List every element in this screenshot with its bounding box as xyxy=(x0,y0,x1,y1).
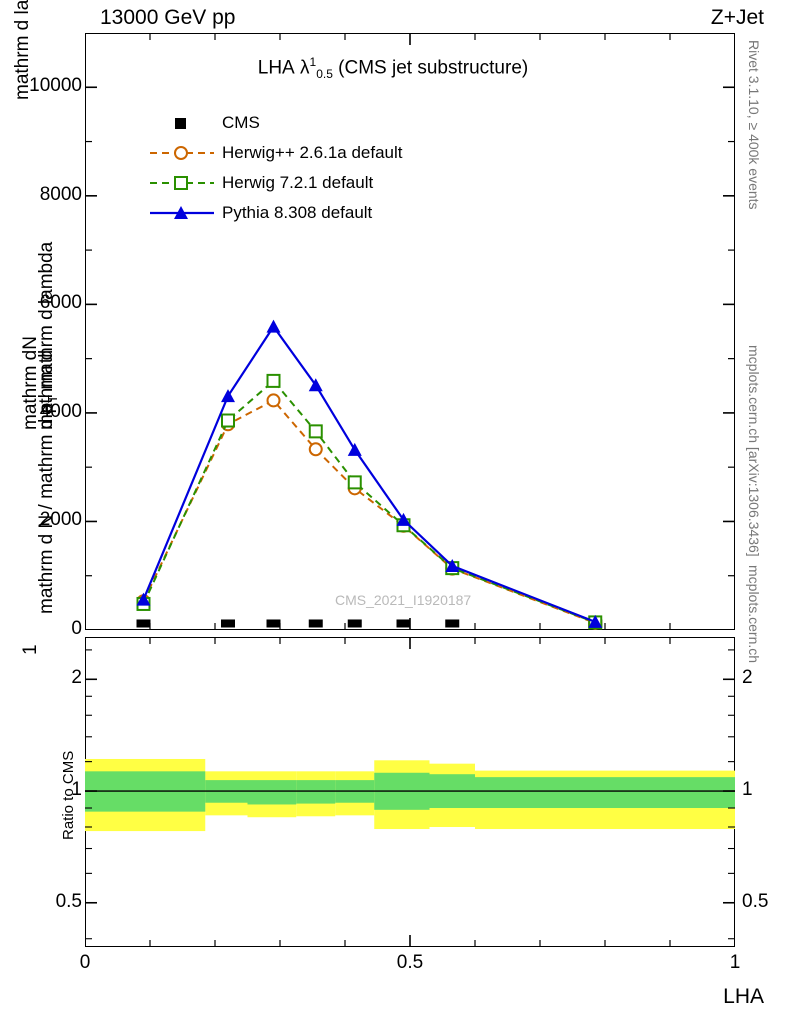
y-tick-main-0: 0 xyxy=(71,618,82,639)
y-axis-label-lambda-text: mathrm d lambda xyxy=(12,0,33,100)
plot-title-suffix: (CMS jet substructure) xyxy=(332,57,529,79)
y-axis-label-d: mathrm d xyxy=(36,349,57,430)
y-axis-label-main-text: mathrm d N / mathrm d p xyxy=(36,402,57,614)
plot-title: LHA λ10.5 (CMS jet substructure) xyxy=(0,55,786,81)
plot-title-text: LHA λ xyxy=(257,57,310,79)
x-tick-1: 1 xyxy=(729,952,741,973)
legend-item-pythia[interactable]: Pythia 8.308 default xyxy=(148,198,403,228)
plot-title-sup: 1 xyxy=(309,55,317,69)
legend-label-cms: CMS xyxy=(222,113,260,132)
legend-label-herwigpp: Herwig++ 2.6.1a default xyxy=(222,143,403,162)
y-tick-ratio-right-2: 2 xyxy=(742,667,753,689)
mcplots-label: mcplots.cern.ch xyxy=(746,565,762,664)
x-tick-0: 0 xyxy=(79,952,91,973)
watermark-label: CMS_2021_I1920187 xyxy=(335,592,472,608)
arxiv-reference-label: mcplots.cern.ch [arXiv:1306.3436] xyxy=(746,345,762,557)
plot-title-sub: 0.5 xyxy=(316,67,333,82)
y-tick-ratio-left-0.5: 0.5 xyxy=(55,890,82,912)
rivet-version-label: Rivet 3.1.10, ≥ 400k events xyxy=(746,40,762,210)
legend: CMS Herwig++ 2.6.1a default Herwig 7.2.1… xyxy=(148,108,403,228)
header-process-label: Z+Jet xyxy=(710,6,764,29)
legend-symbol-cms xyxy=(148,108,218,138)
main-plot-canvas xyxy=(85,33,735,630)
y-axis-label-ratio: Ratio to CMS xyxy=(60,750,77,840)
y-tick-ratio-right-0.5: 0.5 xyxy=(742,890,769,912)
y-tick-ratio-left-2: 2 xyxy=(71,667,82,689)
legend-item-herwigpp[interactable]: Herwig++ 2.6.1a default xyxy=(148,138,403,168)
x-axis-label: LHA xyxy=(723,985,764,1008)
legend-symbol-herwig7 xyxy=(148,168,218,198)
legend-item-cms[interactable]: CMS xyxy=(148,108,403,138)
legend-symbol-herwigpp xyxy=(148,138,218,168)
legend-label-herwig7: Herwig 7.2.1 default xyxy=(222,173,374,192)
y-tick-ratio-right-1: 1 xyxy=(742,779,753,801)
y-tick-main-8000: 8000 xyxy=(39,183,82,205)
y-axis-label-one-text: 1 xyxy=(20,644,41,655)
x-tick-0.5: 0.5 xyxy=(396,952,424,973)
header-beam-label: 13000 GeV pp xyxy=(100,6,236,29)
legend-label-pythia: Pythia 8.308 default xyxy=(222,203,373,222)
legend-item-herwig7[interactable]: Herwig 7.2.1 default xyxy=(148,168,403,198)
ratio-plot-canvas xyxy=(85,637,735,947)
y-axis-label-one: 1 xyxy=(20,644,42,655)
legend-symbol-pythia xyxy=(148,198,218,228)
y-axis-label-lambda: mathrm d lambda xyxy=(12,0,34,100)
y-axis-label-main-d: mathrm d xyxy=(36,350,58,430)
